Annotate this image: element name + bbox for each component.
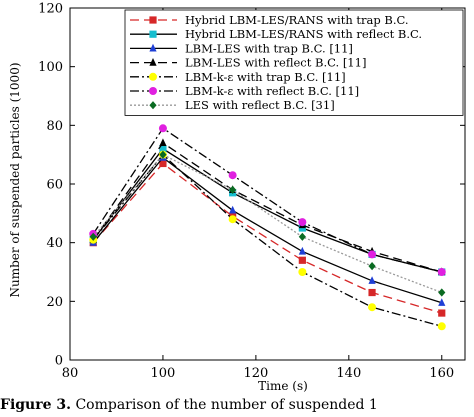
data-point-series-7 bbox=[368, 262, 376, 271]
y-tick-label: 0 bbox=[55, 354, 63, 369]
data-point-series-1 bbox=[368, 288, 376, 297]
data-point-series-7 bbox=[229, 185, 237, 194]
legend-swatch-marker-7 bbox=[149, 101, 157, 110]
data-point-series-3 bbox=[438, 298, 446, 306]
y-tick-label: 80 bbox=[46, 119, 63, 134]
x-tick-label: 140 bbox=[336, 366, 361, 381]
data-point-series-5 bbox=[368, 303, 377, 312]
data-point-series-6 bbox=[368, 250, 377, 259]
y-axis-title: Number of suspended particles (1000) bbox=[8, 62, 22, 297]
data-point-series-7 bbox=[438, 288, 446, 297]
legend-entry-7: LES with reflect B.C. [31] bbox=[185, 98, 335, 112]
y-tick-label: 120 bbox=[38, 2, 63, 17]
series-line-1 bbox=[92, 162, 442, 314]
legend-entry-4: LBM-LES with reflect B.C. [11] bbox=[185, 56, 366, 70]
data-point-series-1 bbox=[438, 309, 446, 317]
data-point-series-5 bbox=[298, 268, 307, 276]
y-tick-label: 20 bbox=[46, 295, 63, 310]
data-point-series-4 bbox=[159, 138, 167, 147]
data-point-series-5 bbox=[437, 322, 446, 331]
data-point-series-6 bbox=[298, 218, 307, 227]
legend-entry-2: Hybrid LBM-LES/RANS with reflect B.C. bbox=[185, 27, 422, 41]
series-line-7 bbox=[92, 153, 442, 294]
series-line-5 bbox=[92, 153, 442, 327]
legend-swatch-marker-3 bbox=[149, 43, 157, 52]
plot-area: 80 100 120 140 160 0 20 40 60 80 100 120 Hybrid LBM-… bbox=[38, 2, 466, 381]
data-point-series-6 bbox=[228, 171, 237, 180]
legend-entry-3: LBM-LES with trap B.C. [11] bbox=[185, 41, 353, 55]
y-tick-label: 60 bbox=[46, 178, 63, 193]
figure-caption: Figure 3. Comparison of the number of su… bbox=[0, 397, 474, 413]
legend-swatch-marker-1 bbox=[149, 16, 157, 24]
data-point-series-5 bbox=[228, 215, 237, 224]
series-line-6 bbox=[92, 127, 442, 273]
data-point-series-3 bbox=[368, 276, 376, 284]
series-line-4 bbox=[92, 142, 442, 273]
x-tick-label: 100 bbox=[151, 366, 176, 381]
data-point-series-3 bbox=[298, 246, 306, 255]
data-point-series-2 bbox=[159, 145, 167, 153]
legend-swatch-marker-2 bbox=[149, 30, 157, 38]
x-tick-label: 160 bbox=[429, 366, 454, 381]
x-tick-label: 120 bbox=[243, 366, 268, 381]
data-point-series-6 bbox=[158, 124, 167, 133]
data-point-series-6 bbox=[437, 268, 446, 276]
line-chart: 80 100 120 140 160 0 20 40 60 80 100 120 Hybrid LBM-… bbox=[8, 2, 466, 393]
legend-box bbox=[124, 9, 464, 116]
data-point-series-7 bbox=[159, 150, 167, 159]
data-point-series-3 bbox=[229, 205, 237, 214]
figure-label: Figure 3. bbox=[0, 397, 71, 413]
y-tick-label: 40 bbox=[46, 236, 63, 251]
series-line-2 bbox=[92, 147, 442, 273]
data-point-series-1 bbox=[159, 159, 167, 168]
data-point-series-1 bbox=[298, 256, 306, 264]
y-tick-label: 100 bbox=[38, 60, 63, 75]
figure-caption-text: Comparison of the number of suspended 1 bbox=[75, 397, 378, 413]
legend-entry-5: LBM-k-ε with trap B.C. [11] bbox=[185, 70, 346, 84]
legend-entry-1: Hybrid LBM-LES/RANS with trap B.C. bbox=[185, 13, 409, 27]
data-point-series-7 bbox=[298, 232, 306, 241]
data-point-series-7 bbox=[89, 232, 97, 241]
legend-swatch-marker-6 bbox=[149, 87, 157, 95]
x-tick-label: 80 bbox=[62, 366, 79, 381]
legend-entry-6: LBM-k-ε with reflect B.C. [11] bbox=[185, 84, 359, 98]
legend-swatch-marker-4 bbox=[149, 58, 157, 66]
legend-swatch-marker-5 bbox=[149, 72, 157, 81]
x-axis-title: Time (s) bbox=[258, 379, 308, 393]
series-line-3 bbox=[92, 156, 442, 304]
